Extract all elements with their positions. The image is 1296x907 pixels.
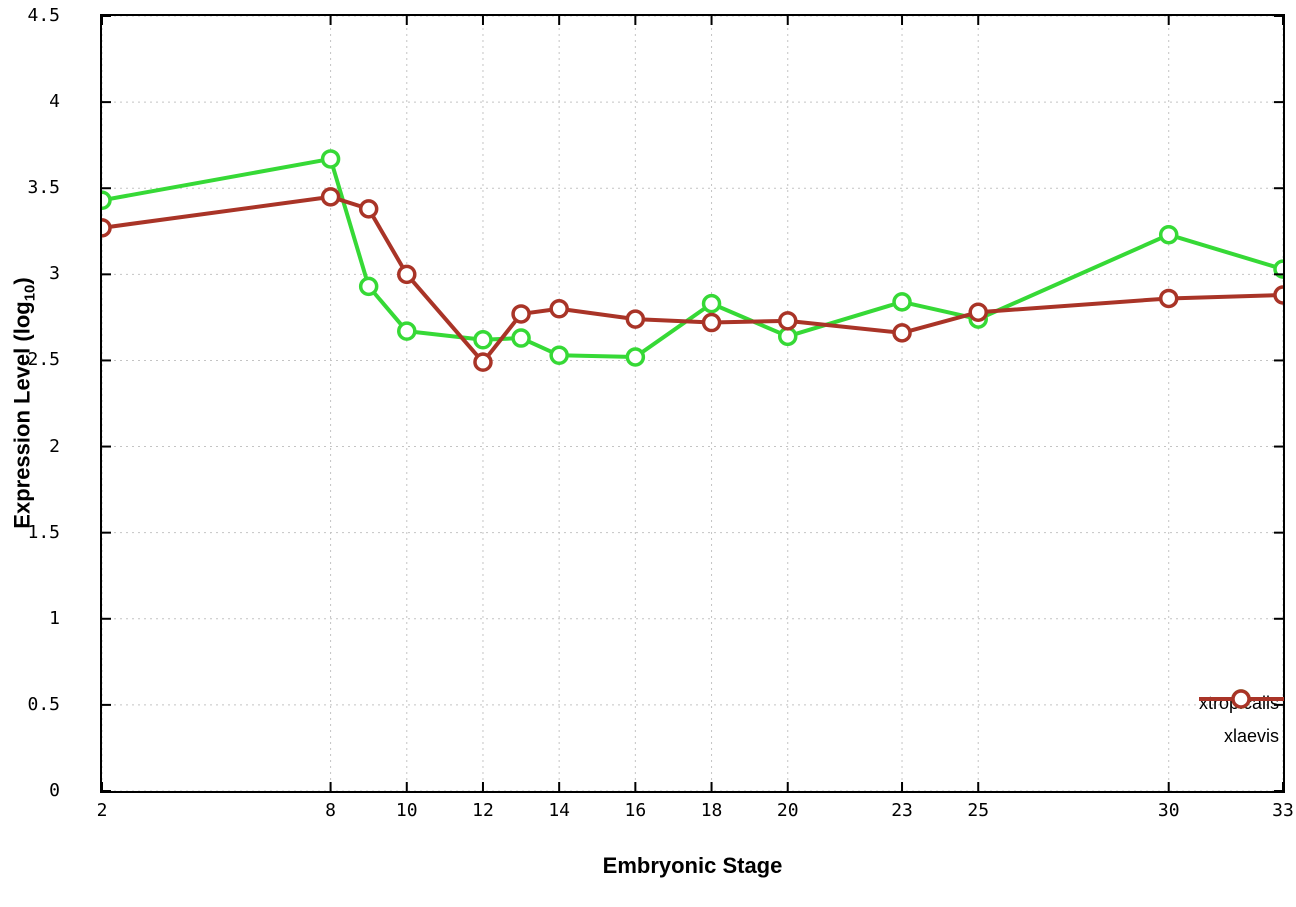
y-tick-label: 3.5 <box>27 177 60 199</box>
y-tick-label: 0.5 <box>27 693 60 715</box>
legend-sample-icon <box>1198 689 1284 709</box>
x-tick-label: 25 <box>967 800 990 821</box>
x-tick-label: 16 <box>624 800 647 821</box>
plot-svg <box>102 16 1283 791</box>
y-axis-title-subscript: 10 <box>21 284 39 302</box>
x-tick-label: 30 <box>1157 800 1180 821</box>
x-tick-label: 8 <box>325 800 336 821</box>
y-tick-label: 4.5 <box>27 5 60 26</box>
plot-area: xtropicalisxlaevis <box>100 14 1285 793</box>
x-tick-label: 14 <box>548 800 570 821</box>
y-tick-label: 3 <box>49 263 60 285</box>
legend: xtropicalisxlaevis <box>1198 687 1284 753</box>
x-tick-label: 23 <box>891 800 913 821</box>
y-axis-title-text: Expression Level (log <box>9 301 35 529</box>
x-tick-label: 20 <box>776 800 799 821</box>
legend-label: xlaevis <box>1223 726 1279 746</box>
legend-item: xlaevis <box>1198 689 1284 753</box>
y-tick-label: 2 <box>49 435 60 457</box>
x-tick-label: 2 <box>96 800 108 821</box>
x-tick-label: 33 <box>1272 800 1294 821</box>
y-tick-label: 0 <box>49 780 60 801</box>
y-axis-title: Expression Level (log10) <box>9 277 38 528</box>
y-tick-label: 1 <box>49 607 60 629</box>
y-tick-label: 1.5 <box>27 521 60 543</box>
y-tick-label: 4 <box>49 91 60 113</box>
x-tick-label: 18 <box>700 800 723 821</box>
x-tick-label: 12 <box>472 800 494 821</box>
x-axis-title: Embryonic Stage <box>602 853 783 878</box>
y-tick-label: 2.5 <box>27 349 60 371</box>
x-tick-label: 10 <box>395 800 418 821</box>
